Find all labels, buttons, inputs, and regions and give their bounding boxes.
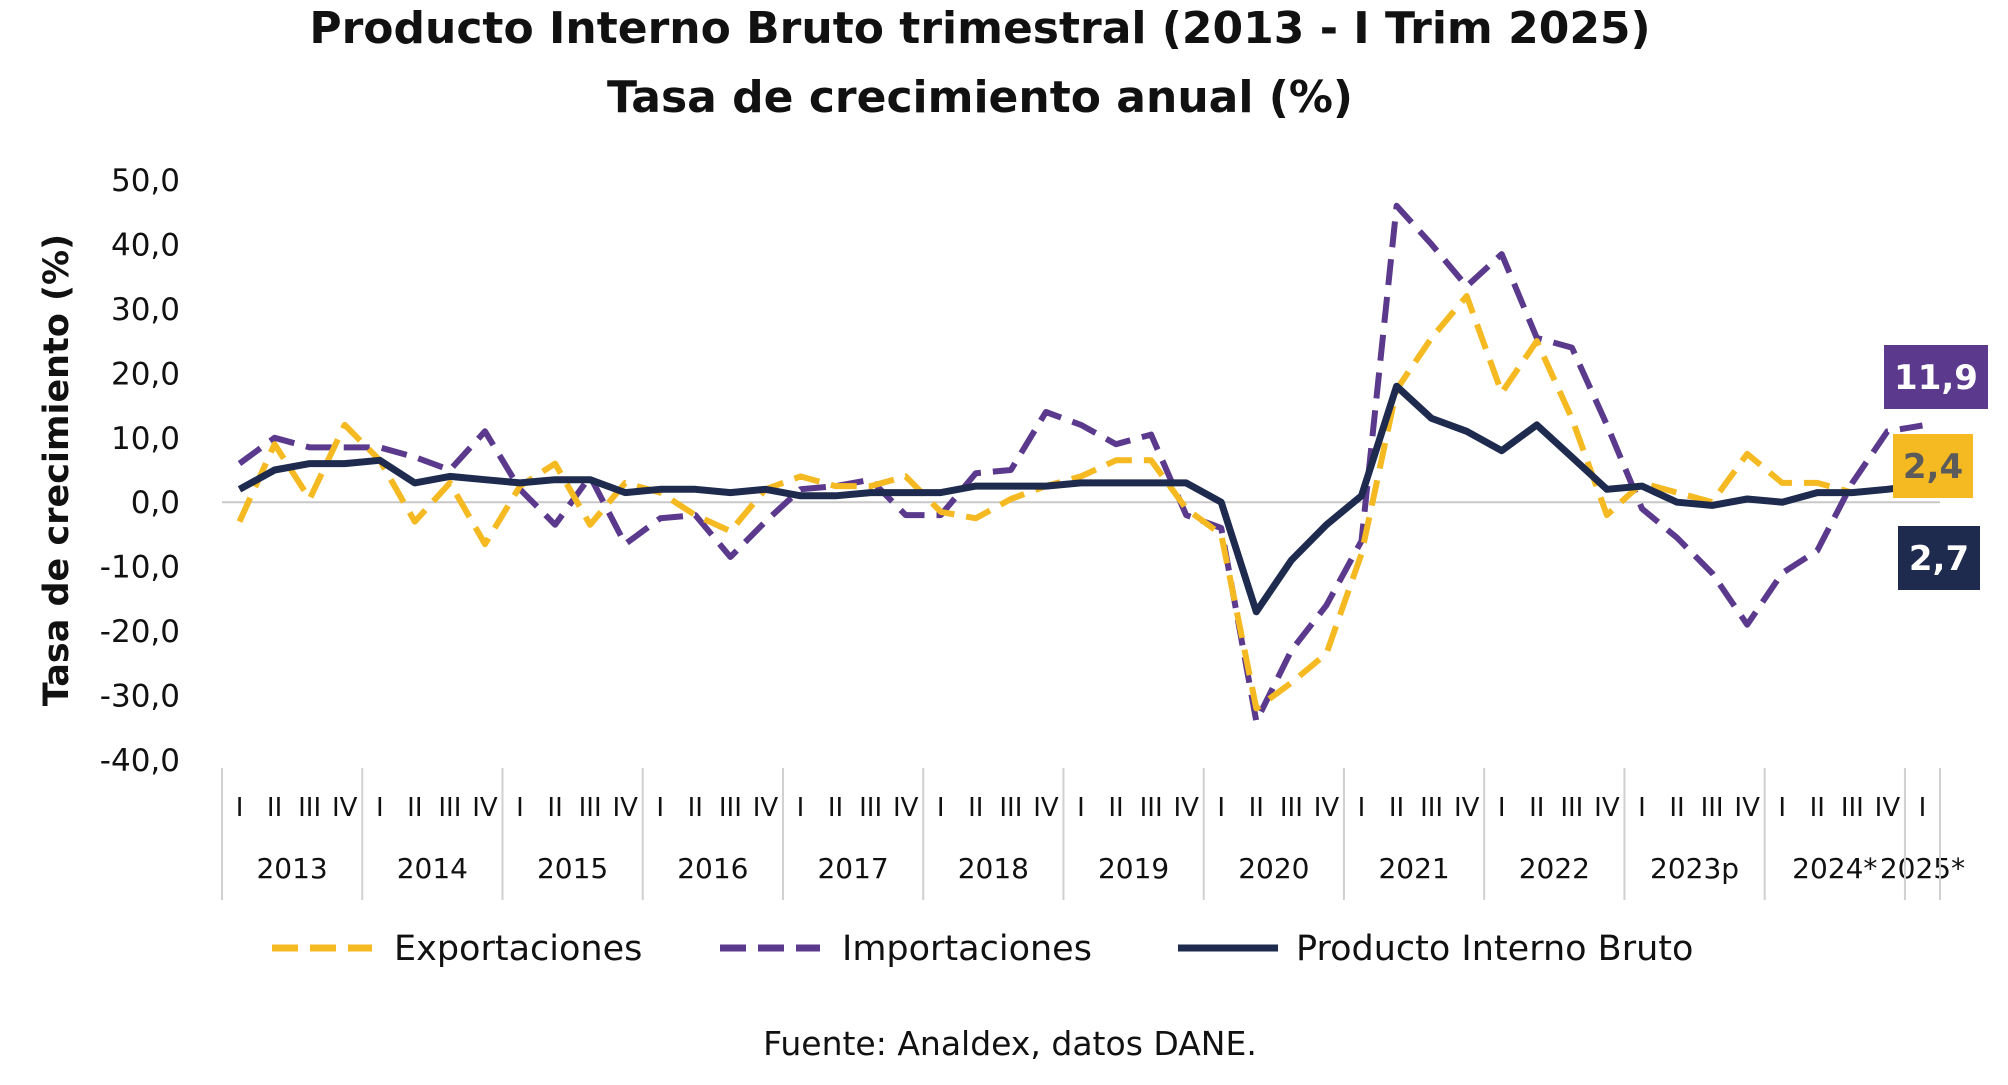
y-tick-label: 50,0 [111, 163, 180, 199]
x-tick-quarter: IV [1734, 793, 1760, 823]
x-tick-quarter: III [579, 793, 602, 823]
legend-label-pib: Producto Interno Bruto [1296, 929, 1693, 969]
x-tick-quarter: IV [753, 793, 779, 823]
x-tick-year: 2013 [256, 852, 327, 885]
y-axis-label: Tasa de crecimiento (%) [37, 234, 77, 706]
end-label-background [1884, 345, 1988, 409]
x-tick-year: 2015 [537, 852, 608, 885]
y-tick-label: -40,0 [100, 743, 180, 779]
x-axis: I II III IV I II III IV I II III IV I II III IV I II III IV… [221, 768, 1965, 900]
x-tick-quarter: II [1389, 793, 1404, 823]
source-note: Fuente: Analdex, datos DANE. [763, 1024, 1257, 1063]
x-tick-quarter: II [1108, 793, 1123, 823]
x-tick-quarter: II [267, 793, 282, 823]
x-tick-quarter: I [236, 793, 244, 823]
x-tick-quarter: III [1701, 793, 1724, 823]
y-axis-ticks: 50,0 40,0 30,0 20,0 10,0 0,0 -10,0 -20,0 -30,0 -4… [100, 163, 180, 779]
x-tick-quarter: III [999, 793, 1022, 823]
x-tick-quarter: III [1280, 793, 1303, 823]
x-tick-quarter: II [1669, 793, 1684, 823]
x-tick-year: 2017 [817, 852, 888, 885]
x-tick-quarter: II [1810, 793, 1825, 823]
y-tick-label: 0,0 [131, 485, 180, 521]
x-tick-quarter: I [797, 793, 805, 823]
x-tick-quarter: IV [1173, 793, 1199, 823]
x-tick-quarter: III [1140, 793, 1163, 823]
x-tick-quarter: IV [332, 793, 358, 823]
end-label-background [1898, 526, 1980, 590]
x-tick-quarter: I [1077, 793, 1085, 823]
chart-subtitle: Tasa de crecimiento anual (%) [607, 72, 1353, 123]
x-tick-quarter: II [547, 793, 562, 823]
x-tick-quarter: III [1560, 793, 1583, 823]
y-tick-label: -20,0 [100, 614, 180, 650]
series-line-producto-interno-bruto [237, 382, 1923, 616]
x-tick-quarter: II [407, 793, 422, 823]
x-tick-quarter: I [1638, 793, 1646, 823]
x-tick-year: 2023p [1650, 852, 1739, 885]
y-tick-label: 30,0 [111, 292, 180, 328]
x-tick-quarter: I [656, 793, 664, 823]
series-lines [236, 202, 1923, 725]
legend-item-pib[interactable]: Producto Interno Bruto [1178, 929, 1693, 969]
x-tick-quarter: III [298, 793, 321, 823]
x-tick-year: 2025* [1880, 852, 1965, 885]
x-tick-quarter: IV [1454, 793, 1480, 823]
x-tick-quarter: IV [612, 793, 638, 823]
x-tick-quarter: IV [1875, 793, 1901, 823]
legend-item-exportaciones[interactable]: Exportaciones [272, 929, 642, 969]
x-tick-quarter: II [828, 793, 843, 823]
x-tick-quarter: II [1529, 793, 1544, 823]
x-tick-year: 2016 [677, 852, 748, 885]
x-tick-year: 2022 [1519, 852, 1590, 885]
chart-title: Producto Interno Bruto trimestral (2013 … [309, 3, 1650, 54]
end-label-value: 11,9 [1894, 358, 1978, 398]
x-tick-quarter: IV [1594, 793, 1620, 823]
x-tick-quarter: III [859, 793, 882, 823]
x-tick-quarter: I [516, 793, 524, 823]
x-tick-quarter: I [1778, 793, 1786, 823]
x-tick-quarter: III [1841, 793, 1864, 823]
x-tick-year: 2024* [1792, 852, 1877, 885]
legend-item-importaciones[interactable]: Importaciones [720, 929, 1092, 969]
x-tick-quarter: II [1249, 793, 1264, 823]
x-tick-quarter: I [937, 793, 945, 823]
x-tick-quarter: I [1498, 793, 1506, 823]
end-label-exportaciones: 2,4 [1893, 434, 1973, 498]
legend-label-importaciones: Importaciones [842, 929, 1092, 969]
legend: Exportaciones Importaciones Producto Int… [272, 929, 1693, 969]
x-tick-quarter: III [719, 793, 742, 823]
x-tick-year: 2021 [1378, 852, 1449, 885]
x-tick-year: 2014 [397, 852, 468, 885]
legend-label-exportaciones: Exportaciones [394, 929, 642, 969]
x-tick-quarter: I [1217, 793, 1225, 823]
y-tick-label: 40,0 [111, 227, 180, 263]
x-tick-quarter: III [1420, 793, 1443, 823]
end-label-background [1893, 434, 1973, 498]
y-tick-label: -30,0 [100, 679, 180, 715]
end-value-labels: 11,9 2,4 2,7 [1884, 345, 1988, 590]
x-tick-quarter: IV [893, 793, 919, 823]
x-tick-quarter: I [376, 793, 384, 823]
x-tick-quarter: III [438, 793, 461, 823]
end-label-importaciones: 11,9 [1884, 345, 1988, 409]
x-tick-quarter: IV [1314, 793, 1340, 823]
x-tick-quarter: IV [1033, 793, 1059, 823]
x-tick-year: 2018 [958, 852, 1029, 885]
x-tick-year: 2020 [1238, 852, 1309, 885]
x-tick-year: 2019 [1098, 852, 1169, 885]
x-tick-quarter: I [1358, 793, 1366, 823]
y-tick-label: -10,0 [100, 550, 180, 586]
end-label-producto-interno-bruto: 2,7 [1898, 526, 1980, 590]
x-tick-quarter: II [968, 793, 983, 823]
y-tick-label: 10,0 [111, 421, 180, 457]
x-tick-quarter: II [688, 793, 703, 823]
series-line-importaciones [237, 202, 1923, 725]
x-tick-quarter: IV [472, 793, 498, 823]
x-tick-quarter: I [1919, 793, 1927, 823]
end-label-value: 2,7 [1909, 539, 1969, 579]
y-tick-label: 20,0 [111, 356, 180, 392]
end-label-value: 2,4 [1903, 447, 1963, 487]
